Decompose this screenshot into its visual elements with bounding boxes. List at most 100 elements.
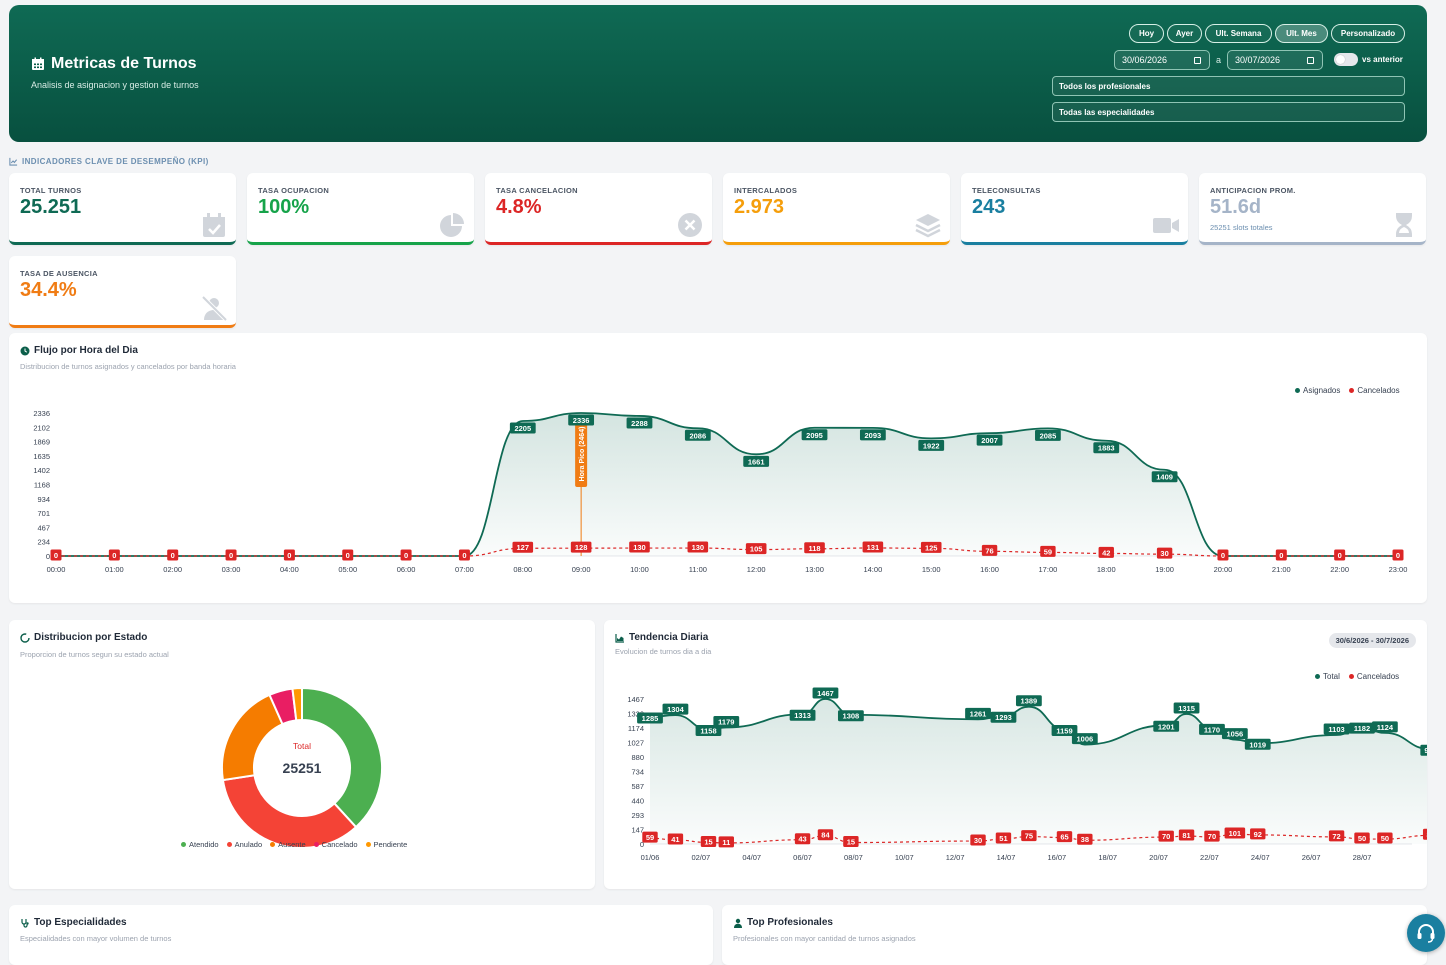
period-mes-button[interactable]: Ult. Mes <box>1275 24 1328 43</box>
x-tick-label: 22:00 <box>1330 565 1349 574</box>
status-legend-item[interactable]: Anulado <box>226 840 263 849</box>
x-tick-label: 16/07 <box>1047 853 1066 862</box>
x-tick-label: 10/07 <box>895 853 914 862</box>
y-tick-label: 734 <box>631 767 644 776</box>
x-tick-label: 01/06 <box>641 853 660 862</box>
donut-slice-ausente[interactable] <box>221 693 284 782</box>
status-legend-label: Anulado <box>234 840 263 849</box>
y-tick-label: 1467 <box>627 695 644 704</box>
kpi-label: TASA DE AUSENCIA <box>20 269 98 278</box>
asignados-data-label: 2205 <box>514 424 531 433</box>
cancelados-data-label-box <box>342 549 354 561</box>
compare-toggle[interactable] <box>1334 53 1358 66</box>
daily-total-data-label: 1124 <box>1377 723 1394 732</box>
x-tick-label: 23:00 <box>1389 565 1408 574</box>
daily-cancel-data-label-box <box>1224 827 1246 839</box>
donut-slice-atendido[interactable] <box>301 686 383 829</box>
legend-asignados-label: Asignados <box>1303 386 1341 395</box>
legend-dot <box>181 842 186 847</box>
kpi-subtext: 25251 slots totales <box>1210 223 1273 232</box>
daily-cancel-data-label: 11 <box>722 838 730 847</box>
y-tick-label: 147 <box>631 825 644 834</box>
support-chat-button[interactable] <box>1407 914 1445 952</box>
x-tick-label: 19:00 <box>1155 565 1174 574</box>
cancelados-data-label-box <box>629 541 650 553</box>
asignados-data-label-box <box>684 429 711 441</box>
y-tick-label: 0 <box>640 840 644 849</box>
cancelados-data-label-box <box>283 549 295 561</box>
legend-cancelados[interactable]: Cancelados <box>1349 386 1400 395</box>
professionals-title-text: Top Profesionales <box>747 917 833 928</box>
daily-cancel-data-label-box <box>970 834 986 846</box>
period-semana-button[interactable]: Ult. Semana <box>1205 24 1272 43</box>
cancelados-data-label: 118 <box>808 544 820 553</box>
daily-cancel-data-label: 43 <box>798 835 806 844</box>
hourglass-icon <box>1396 213 1412 237</box>
status-legend-label: Atendido <box>189 840 219 849</box>
y-tick-label: 0 <box>46 552 50 561</box>
y-tick-label: 1168 <box>34 481 50 490</box>
status-donut-chart: Total 25251 <box>221 686 383 849</box>
cancelados-data-label-box <box>1392 549 1404 561</box>
chart-line-icon <box>9 157 18 166</box>
daily-title-text: Tendencia Diaria <box>629 632 709 643</box>
donut-slice-anulado[interactable] <box>221 774 358 849</box>
x-tick-label: 06/07 <box>793 853 812 862</box>
legend-asignados[interactable]: Asignados <box>1295 386 1340 395</box>
legend-dot <box>270 842 276 847</box>
status-legend-item[interactable]: Cancelado <box>313 840 358 849</box>
asignados-data-label-box <box>626 417 653 429</box>
asignados-data-label-box <box>976 434 1003 446</box>
donut-slice-pendiente[interactable] <box>291 686 303 722</box>
asignados-data-label-box <box>1035 429 1061 441</box>
professional-select[interactable]: Todos los profesionales <box>1052 76 1405 96</box>
calendar-check-icon <box>203 213 225 237</box>
clock-icon <box>20 346 30 355</box>
period-hoy-button[interactable]: Hoy <box>1129 24 1164 43</box>
cancelados-data-label-box <box>400 549 412 561</box>
daily-total-data-label: 1179 <box>718 717 734 726</box>
daily-total-data-label-box <box>837 710 864 722</box>
status-legend-item[interactable]: Atendido <box>181 840 219 849</box>
daily-line-chart: 1467 1320 1174 1027 880 734 587 440 293 147 0 01/06… <box>627 687 1427 862</box>
x-tick-label: 04/07 <box>742 853 761 862</box>
asignados-data-label: 2007 <box>981 436 998 445</box>
period-personalizado-button[interactable]: Personalizado <box>1331 24 1405 43</box>
kpi-value: 25.251 <box>20 196 82 218</box>
daily-total-data-label-box <box>1051 724 1078 736</box>
daily-total-data-label: 959 <box>1424 746 1427 755</box>
daily-cancel-data-label-box <box>1158 830 1174 842</box>
daily-cancel-data-label-box <box>642 831 658 843</box>
x-tick-label: 11:00 <box>689 565 707 574</box>
daily-cancel-data-label: 51 <box>999 834 1007 843</box>
daily-total-data-label: 1467 <box>817 689 834 698</box>
calendar-small-icon <box>1307 57 1314 64</box>
status-legend-item[interactable]: Pendiente <box>365 840 407 849</box>
x-tick-label: 01:00 <box>105 565 124 574</box>
date-separator: a <box>1216 55 1222 65</box>
cancelados-data-label: 0 <box>346 551 350 560</box>
daily-total-data-label-box <box>1221 728 1248 740</box>
specialty-select[interactable]: Todas las especialidades <box>1052 102 1405 122</box>
asignados-data-label-box <box>1093 442 1120 454</box>
daily-total-data-label: 1006 <box>1076 735 1093 744</box>
date-from-input[interactable]: 30/06/2026 <box>1114 50 1210 70</box>
cancelados-data-label-box <box>920 541 942 553</box>
y-tick-label: 880 <box>631 753 644 762</box>
asignados-data-label-box <box>801 429 828 441</box>
legend-total[interactable]: Total <box>1315 672 1340 681</box>
asignados-data-label: 1409 <box>1156 473 1173 482</box>
x-tick-label: 15:00 <box>922 565 941 574</box>
period-ayer-button[interactable]: Ayer <box>1167 24 1202 43</box>
kpi-card-total-turnos: TOTAL TURNOS 25.251 <box>9 173 236 245</box>
status-legend-item[interactable]: Ausente <box>270 840 306 849</box>
x-tick-label: 22/07 <box>1200 853 1219 862</box>
status-card-subtitle: Proporcion de turnos segun su estado act… <box>20 650 169 659</box>
daily-total-data-label: 1158 <box>700 727 716 736</box>
cancelados-data-label-box <box>225 549 237 561</box>
cancelados-data-label: 0 <box>287 551 291 560</box>
date-to-input[interactable]: 30/07/2026 <box>1227 50 1323 70</box>
daily-cancel-data-label-box <box>700 836 717 848</box>
daily-total-data-label-box <box>1015 695 1042 707</box>
legend-daily-cancelados[interactable]: Cancelados <box>1348 672 1399 681</box>
